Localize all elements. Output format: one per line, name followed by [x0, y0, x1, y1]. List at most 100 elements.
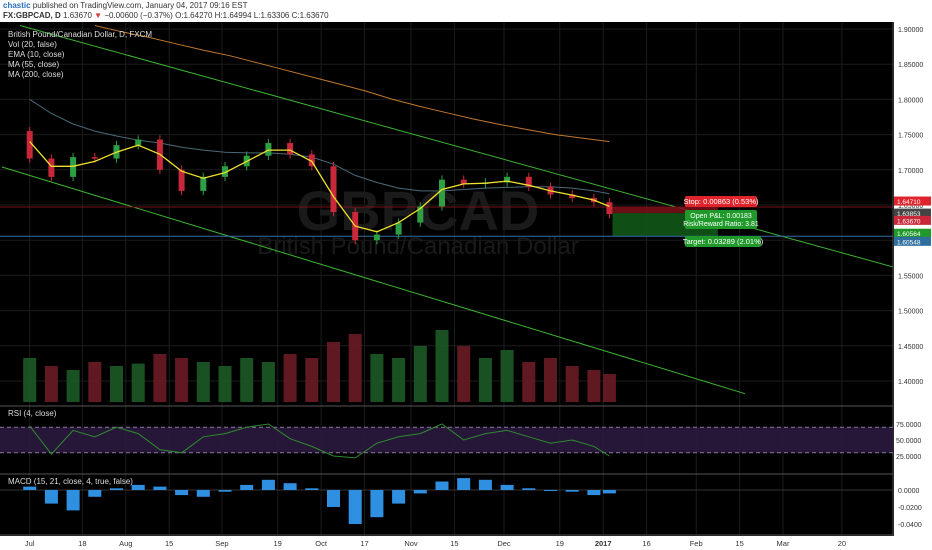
macd-histogram-bar	[283, 483, 297, 490]
rsi-axis-label: 75.0000	[896, 422, 921, 429]
macd-histogram-bar	[66, 490, 80, 511]
macd-histogram-bar	[261, 479, 275, 490]
price-tag-target	[894, 228, 931, 238]
price-axis-label: 1.75000	[898, 133, 923, 140]
volume-bar	[370, 354, 384, 402]
rsi-axis-label: 50.0000	[896, 438, 921, 445]
time-axis-label: Sep	[215, 539, 228, 548]
candle-body	[395, 222, 402, 235]
rsi-panel[interactable]: RSI (4, close)	[0, 409, 893, 459]
macd-histogram-bar	[218, 490, 232, 492]
ma-200-path	[94, 25, 610, 143]
legend-volume: Vol (20, false)	[8, 40, 57, 49]
candle-body	[569, 194, 576, 198]
time-axis-label: 15	[165, 539, 173, 548]
macd-histogram-bar	[131, 484, 145, 490]
macd-histogram-bar	[478, 479, 492, 490]
volume-bar	[326, 342, 341, 402]
volume-bar	[66, 370, 80, 402]
volume-bar	[109, 366, 124, 402]
macd-panel[interactable]: MACD (15, 21, close, 4, true, false)	[0, 477, 893, 524]
macd-histogram-bar	[565, 490, 579, 492]
ema-10-line	[29, 141, 610, 233]
symbol-line: FX:GBPCAD, D 1.63670 ▼ −0.00600 (−0.37%)…	[3, 11, 329, 20]
macd-histogram-bar	[240, 484, 254, 490]
price-axis-label: 1.55000	[898, 273, 923, 280]
time-axis-label: Jul	[25, 539, 35, 548]
volume-bar	[435, 330, 449, 402]
price-tag-label-entry_a: 1.63853	[897, 211, 921, 218]
price-tag-label-target_b: 1.60548	[897, 239, 921, 246]
price-axis-label: 1.90000	[898, 27, 923, 34]
chart-background	[0, 22, 932, 550]
macd-histogram-bar	[457, 478, 471, 490]
pnl-box	[685, 210, 757, 229]
macd-label: MACD (15, 21, close, 4, true, false)	[8, 477, 133, 486]
time-axis[interactable]: Jul 18 Aug 15 Sep 19 Oct 17 Nov 15 Dec 19 2017 16 Feb 1…	[0, 536, 932, 550]
time-axis-label: Nov	[404, 539, 418, 548]
legend-ma200: MA (200, close)	[8, 70, 64, 79]
macd-histogram-bar	[413, 490, 427, 494]
price-change: −0.00600 (−0.37%)	[104, 11, 173, 20]
macd-histogram-bar	[602, 490, 616, 494]
candle-body	[26, 131, 33, 159]
indicator-legend: British Pound/Canadian Dollar, D, FXCM V…	[8, 30, 152, 79]
symbol-label: FX:GBPCAD, D	[3, 11, 61, 20]
rsi-line	[29, 423, 610, 459]
time-axis-label: 20	[838, 539, 846, 548]
stop-box	[685, 196, 757, 207]
price-axis-label: 1.80000	[898, 97, 923, 104]
author-link[interactable]: chastic	[3, 1, 31, 10]
volume-bar	[543, 358, 558, 402]
time-axis-label: 17	[360, 539, 368, 548]
macd-histogram-bar	[23, 486, 37, 490]
volume-bar	[44, 366, 58, 402]
volume-bar	[500, 350, 514, 402]
volume-bar	[565, 366, 579, 402]
volume-bar	[153, 354, 167, 402]
macd-axis-label: 0.0000	[898, 488, 920, 495]
volume-bar	[88, 362, 102, 402]
macd-histogram-bar	[587, 490, 601, 496]
macd-axis-label: -0.0400	[898, 522, 922, 529]
price-axis-background	[894, 22, 932, 550]
time-axis-label: Dec	[497, 539, 511, 548]
candle-body	[439, 179, 445, 207]
legend-symbol: British Pound/Canadian Dollar, D, FXCM	[8, 30, 152, 39]
price-axis-label: 1.45000	[898, 344, 923, 351]
ema-10-path	[29, 141, 610, 233]
volume-bar	[602, 374, 616, 402]
candle-body	[308, 154, 315, 167]
candle-body	[606, 202, 613, 215]
rr-label: Risk/Reward Ratio: 3.81	[683, 221, 759, 228]
chart-canvas[interactable]: GBPCAD British Pound/Canadian Dollar Bri…	[0, 22, 932, 550]
stop-zone	[612, 207, 718, 214]
macd-histogram-bar	[175, 490, 189, 496]
macd-histogram-bar	[305, 488, 319, 490]
time-axis-label: 19	[556, 539, 564, 548]
time-axis-label: Feb	[690, 539, 703, 548]
volume-bar	[240, 358, 254, 402]
candle-body	[504, 176, 511, 183]
legend-ma55: MA (55, close)	[8, 60, 59, 69]
rsi-axis-label: 25.0000	[896, 454, 921, 461]
volume-bar	[131, 363, 145, 402]
candle-body	[91, 157, 98, 159]
price-tag-label-target: 1.60564	[897, 231, 921, 238]
candle-body	[460, 179, 467, 184]
candle-body	[373, 234, 380, 241]
macd-histogram-bar	[88, 490, 102, 497]
candle-body	[265, 143, 272, 156]
volume-bar	[392, 358, 406, 402]
candle-body	[70, 157, 77, 177]
rsi-label: RSI (4, close)	[8, 409, 57, 418]
volume-bar	[218, 366, 232, 402]
price-axis-label: 1.70000	[898, 168, 923, 175]
volume-bar	[283, 354, 297, 402]
price-axis[interactable]: 1.90000 1.85000 1.80000 1.75000 1.70000 1.650…	[894, 22, 932, 550]
ma-200-line	[94, 25, 610, 143]
macd-histogram-bar	[500, 484, 514, 490]
volume-bar	[23, 358, 37, 402]
candle-body	[417, 206, 424, 223]
last-price: 1.63670	[63, 11, 92, 20]
